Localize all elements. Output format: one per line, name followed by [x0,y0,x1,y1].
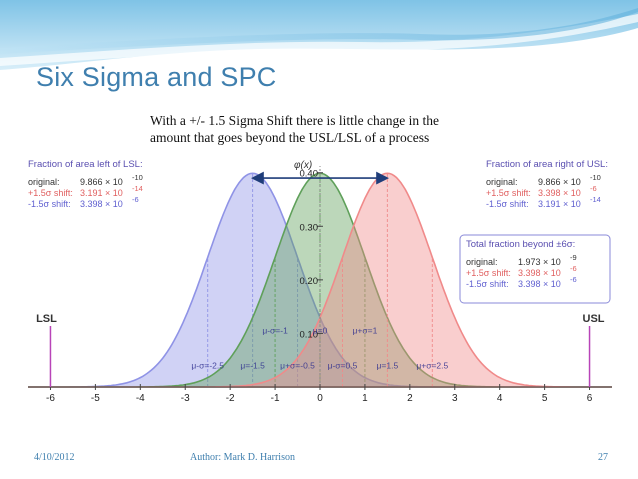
annotation-row-value-left-1: 3.191 × 10 [80,188,123,198]
mean-label-5: μ+σ=-0.5 [280,360,315,370]
annotation-row-label-left-1: +1.5σ shift: [28,188,73,198]
annotation-title-right: Fraction of area right of USL: [486,159,608,170]
annotation-row-label-total-1: +1.5σ shift: [466,268,511,278]
mean-label-8: μ+σ=2.5 [416,360,448,370]
x-tick-label-5: -1 [271,393,280,404]
annotation-row-label-right-0: original: [486,177,518,187]
annotation-title-left: Fraction of area left of LSL: [28,159,143,170]
x-tick-label-6: 0 [317,393,323,404]
header-wave-decoration [0,0,638,70]
y-tick-label-3: 0.10 [300,329,319,340]
mean-label-4: μ=-1.5 [240,360,265,370]
annotation-row-exp-right-0: -10 [590,173,601,182]
slide-title: Six Sigma and SPC [36,62,277,92]
annotation-left: Fraction of area left of LSL: original: 9.… [28,159,143,209]
mean-label-7: μ=1.5 [377,360,399,370]
annotation-title-total: Total fraction beyond ±6σ: [466,239,575,250]
annotation-row-label-right-2: -1.5σ shift: [486,199,529,209]
mean-label-1: μ=0 [313,325,328,335]
x-tick-label-3: -3 [181,393,190,404]
slide-subtitle: With a +/- 1.5 Sigma Shift there is litt… [150,112,530,146]
x-tick-label-10: 4 [497,393,503,404]
x-tick-label-1: -5 [91,393,100,404]
x-tick-label-11: 5 [542,393,548,404]
x-tick-label-4: -2 [226,393,235,404]
footer-page-number: 27 [598,452,608,463]
annotation-row-exp-total-2: -6 [570,275,577,284]
annotation-row-value-total-0: 1.973 × 10 [518,257,561,267]
annotation-row-label-right-1: +1.5σ shift: [486,188,531,198]
x-tick-label-7: 1 [362,393,368,404]
y-tick-label-2: 0.20 [300,276,319,287]
mean-label-6: μ-σ=0.5 [328,360,358,370]
annotation-row-label-left-0: original: [28,177,60,187]
annotation-right: Fraction of area right of USL: original: 9… [486,159,608,209]
x-tick-label-12: 6 [587,393,593,404]
annotation-row-value-left-0: 9.866 × 10 [80,177,123,187]
annotation-row-label-total-2: -1.5σ shift: [466,279,509,289]
annotation-row-exp-left-2: -6 [132,195,139,204]
subtitle-line-2: amount that goes beyond the USL/LSL of a… [150,130,430,145]
x-tick-label-8: 2 [407,393,413,404]
annotation-row-exp-right-2: -14 [590,195,601,204]
x-tick-label-9: 3 [452,393,458,404]
x-tick-label-0: -6 [46,393,55,404]
annotation-row-value-right-0: 9.866 × 10 [538,177,581,187]
mean-label-2: μ+σ=1 [353,325,378,335]
y-tick-label-1: 0.30 [300,222,319,233]
annotation-row-value-right-1: 3.398 × 10 [538,188,581,198]
annotation-row-value-right-2: 3.191 × 10 [538,199,581,209]
annotation-row-value-left-2: 3.398 × 10 [80,199,123,209]
annotation-row-exp-left-0: -10 [132,173,143,182]
annotation-row-exp-total-0: -9 [570,253,577,262]
annotation-row-value-total-1: 3.398 × 10 [518,268,561,278]
annotation-row-exp-left-1: -14 [132,184,143,193]
x-tick-label-2: -4 [136,393,145,404]
footer-author: Author: Mark D. Harrison [190,452,295,463]
footer-date: 4/10/2012 [34,452,75,463]
subtitle-line-1: With a +/- 1.5 Sigma Shift there is litt… [150,113,440,128]
annotation-box-total [459,234,611,304]
annotation-row-label-total-0: original: [466,257,498,267]
mean-label-3: μ-σ=-2.5 [191,360,224,370]
annotation-row-exp-right-1: -6 [590,184,597,193]
six-sigma-distribution-chart: φ(x)-6 -5 -4 -3 -2 -1 0 1 2 3 4 5 60.400.300.200.10μ… [28,159,612,404]
mean-label-0: μ-σ=-1 [262,325,288,335]
limit-label-1: USL [583,313,605,325]
annotation-row-exp-total-1: -6 [570,264,577,273]
annotation-row-label-left-2: -1.5σ shift: [28,199,71,209]
annotation-row-value-total-2: 3.398 × 10 [518,279,561,289]
y-axis-label: φ(x) [294,160,312,171]
annotation-total: Total fraction beyond ±6σ: original: 1.973… [459,234,611,304]
limit-label-0: LSL [36,313,57,325]
